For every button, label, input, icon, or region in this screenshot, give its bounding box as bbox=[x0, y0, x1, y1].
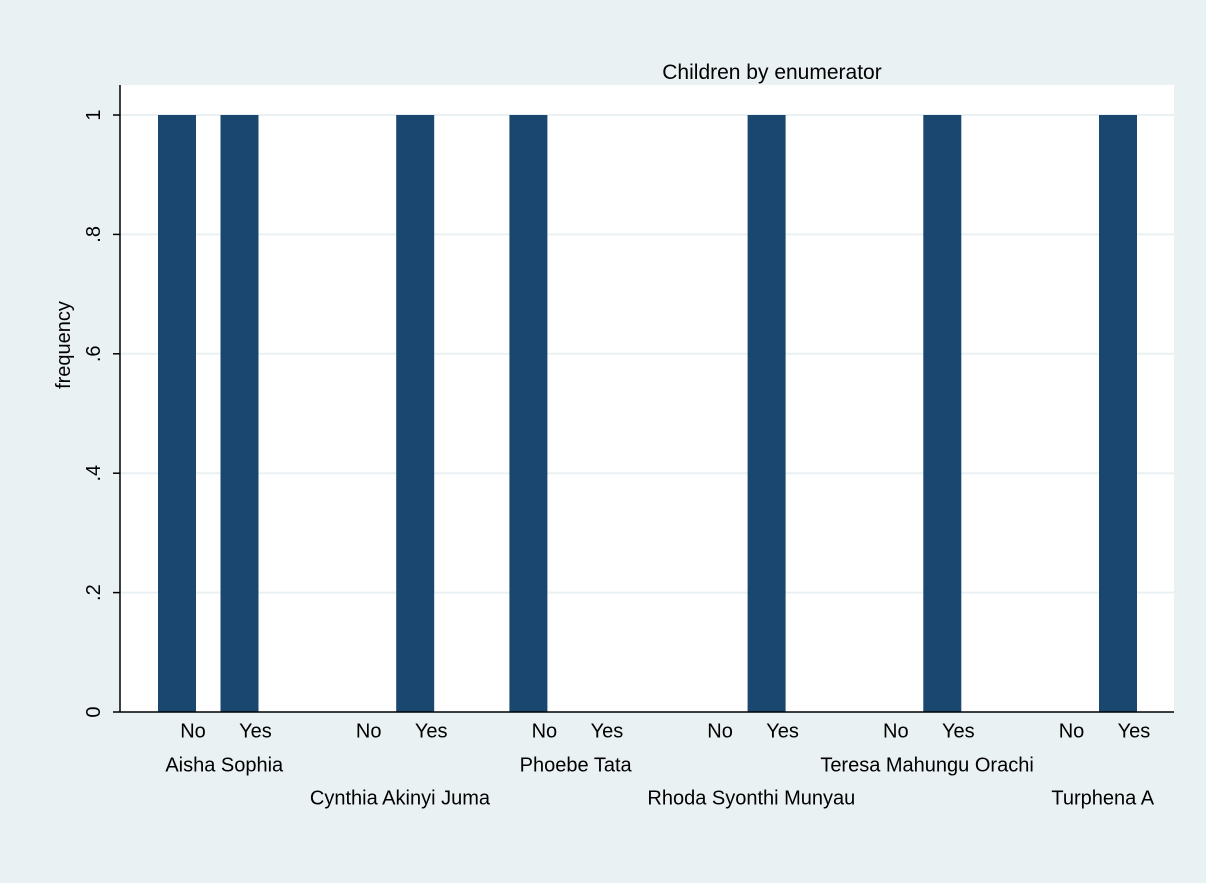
x-tick-label: Yes bbox=[1118, 721, 1151, 743]
plot-area bbox=[120, 85, 1174, 712]
bar-yes-group-5 bbox=[923, 115, 962, 712]
x-tick-label: No bbox=[356, 721, 382, 743]
bars bbox=[158, 115, 1137, 712]
group-label: Rhoda Syonthi Munyau bbox=[647, 787, 855, 809]
bar-no-group-3 bbox=[509, 115, 548, 712]
y-tick-label: .2 bbox=[83, 584, 105, 601]
bar-no-group-1 bbox=[158, 115, 196, 712]
y-tick-label: .6 bbox=[83, 345, 105, 362]
x-tick-label: No bbox=[180, 721, 206, 743]
group-labels: Aisha Sophia Cynthia Akinyi Juma Phoebe Ta… bbox=[165, 754, 1154, 809]
x-tick-label: No bbox=[883, 721, 909, 743]
x-tick-label: No bbox=[1059, 721, 1085, 743]
x-tick-label: Yes bbox=[239, 721, 272, 743]
y-axis-label: frequency bbox=[53, 301, 75, 389]
y-tick-label: .8 bbox=[83, 226, 105, 243]
x-tick-label: No bbox=[532, 721, 558, 743]
x-tick-label: Yes bbox=[591, 721, 624, 743]
group-label: Cynthia Akinyi Juma bbox=[310, 787, 491, 809]
y-axis-ticks: 0 .2 .4 .6 .8 1 bbox=[83, 109, 120, 718]
group-label: Teresa Mahungu Orachi bbox=[820, 754, 1033, 776]
y-tick-label: .4 bbox=[83, 465, 105, 482]
bar-yes-group-6 bbox=[1099, 115, 1137, 712]
bar-yes-group-4 bbox=[747, 115, 786, 712]
group-label: Turphena A bbox=[1051, 787, 1154, 809]
gridlines bbox=[120, 114, 1174, 594]
bar-yes-group-1 bbox=[220, 115, 259, 712]
chart-title: Children by enumerator bbox=[662, 61, 881, 84]
bar-yes-group-2 bbox=[396, 115, 435, 712]
y-tick-label: 1 bbox=[83, 109, 105, 120]
group-label: Aisha Sophia bbox=[165, 754, 284, 776]
y-tick-label: 0 bbox=[83, 706, 105, 717]
group-label: Phoebe Tata bbox=[520, 754, 633, 776]
x-tick-label: Yes bbox=[415, 721, 448, 743]
x-tick-label: Yes bbox=[766, 721, 799, 743]
x-axis-tick-labels: No Yes No Yes No Yes No Yes No Yes No Yes bbox=[180, 721, 1150, 743]
x-tick-label: Yes bbox=[942, 721, 975, 743]
x-tick-label: No bbox=[707, 721, 733, 743]
